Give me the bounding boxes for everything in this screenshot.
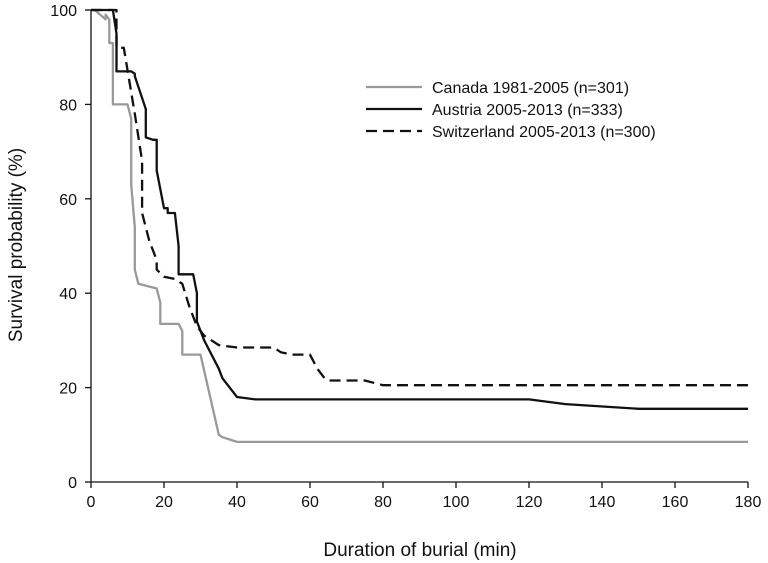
- legend-label-3: Switzerland 2005-2013 (n=300): [432, 124, 656, 141]
- x-tick-label: 80: [374, 494, 392, 511]
- plot-lines: [91, 8, 748, 444]
- x-tick-label: 0: [87, 494, 96, 511]
- x-tick-label: 20: [155, 494, 173, 511]
- y-ticks: 0 20 40 60 80 100: [50, 3, 91, 492]
- y-tick-label: 0: [68, 475, 77, 492]
- x-tick-label: 140: [589, 494, 616, 511]
- x-ticks: 0 20 40 60 80 100 120 140 160 180: [87, 482, 762, 511]
- y-tick-label: 40: [59, 286, 77, 303]
- x-tick-label: 100: [443, 494, 470, 511]
- legend-label-1: Canada 1981-2005 (n=301): [432, 80, 629, 97]
- x-tick-label: 180: [735, 494, 762, 511]
- x-axis-title: Duration of burial (min): [323, 540, 516, 561]
- x-tick-label: 40: [228, 494, 246, 511]
- series-line-1: [91, 8, 748, 444]
- y-tick-label: 80: [59, 97, 77, 114]
- y-tick-label: 100: [50, 3, 77, 20]
- series-line-2: [91, 8, 748, 410]
- y-tick-label: 60: [59, 192, 77, 209]
- legend: Canada 1981-2005 (n=301) Austria 2005-201…: [366, 80, 656, 141]
- x-tick-label: 160: [662, 494, 689, 511]
- legend-label-2: Austria 2005-2013 (n=333): [432, 102, 623, 119]
- y-tick-label: 20: [59, 381, 77, 398]
- x-tick-label: 120: [516, 494, 543, 511]
- series-line-3: [91, 8, 748, 387]
- x-tick-label: 60: [301, 494, 319, 511]
- y-axis-title: Survival probability (%): [6, 148, 27, 342]
